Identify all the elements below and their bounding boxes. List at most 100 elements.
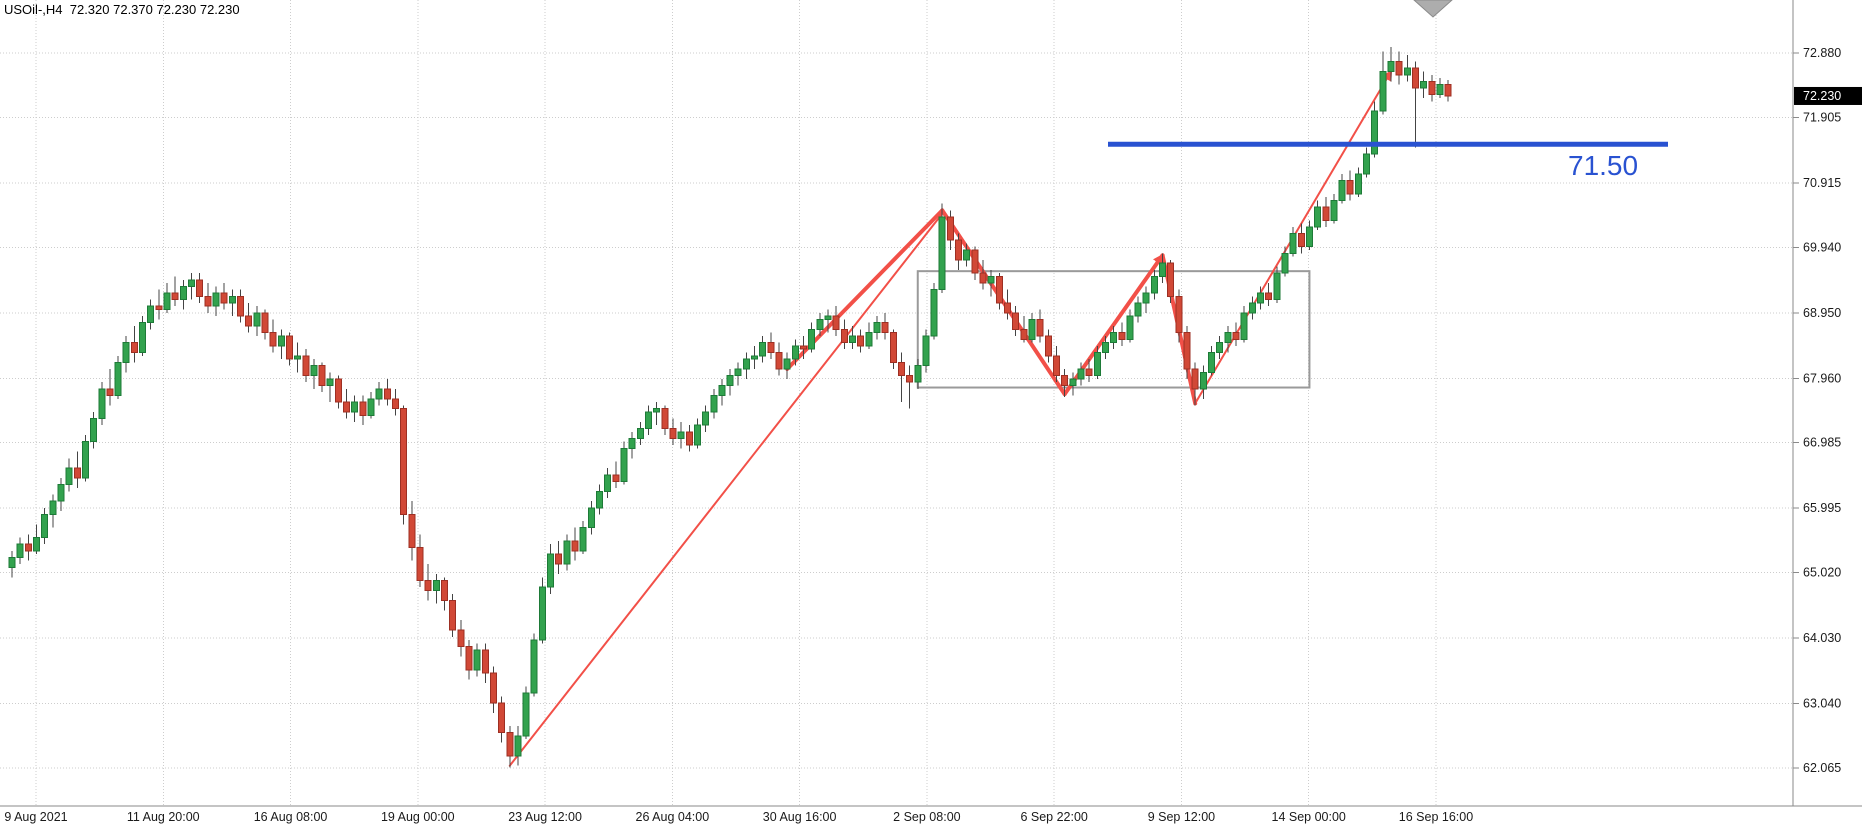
time-axis-label: 26 Aug 04:00 xyxy=(636,810,710,824)
candle xyxy=(1273,266,1281,303)
candle xyxy=(114,355,122,399)
candle xyxy=(767,332,775,360)
candles-layer xyxy=(8,47,1452,768)
candle xyxy=(914,359,922,389)
candle xyxy=(1363,147,1371,178)
candle xyxy=(759,335,767,363)
candle xyxy=(1118,322,1126,346)
price-axis-label: 65.995 xyxy=(1803,501,1841,515)
price-axis-label: 65.020 xyxy=(1803,566,1841,580)
candle xyxy=(832,306,840,336)
candle xyxy=(889,329,897,370)
candle xyxy=(351,395,359,422)
candle xyxy=(220,283,228,310)
candle xyxy=(253,306,261,336)
time-axis-label: 2 Sep 08:00 xyxy=(893,810,960,824)
candle xyxy=(979,259,987,290)
candle xyxy=(808,322,816,353)
candle xyxy=(465,640,473,680)
candle xyxy=(1150,269,1158,300)
candle xyxy=(563,534,571,571)
candle xyxy=(1322,197,1330,227)
candle xyxy=(783,352,791,379)
candle xyxy=(596,484,604,515)
candle xyxy=(334,375,342,409)
candle xyxy=(1248,296,1256,320)
candle xyxy=(710,388,718,419)
axes xyxy=(0,0,1862,807)
candle xyxy=(1224,326,1232,353)
consolidation-box[interactable] xyxy=(916,270,1311,389)
time-axis-label: 9 Aug 2021 xyxy=(4,810,67,824)
candle xyxy=(400,405,408,525)
candle xyxy=(530,633,538,697)
candle xyxy=(906,365,914,409)
candle xyxy=(1403,54,1411,82)
price-axis-label: 72.880 xyxy=(1803,46,1841,60)
candle xyxy=(661,405,669,436)
candle xyxy=(1093,345,1101,379)
candle xyxy=(1305,220,1313,251)
candle xyxy=(106,369,114,406)
candle xyxy=(24,534,32,561)
candle xyxy=(1281,246,1289,277)
candle xyxy=(1297,223,1305,254)
time-axis-label: 16 Sep 16:00 xyxy=(1399,810,1473,824)
candle xyxy=(791,339,799,366)
candle xyxy=(179,279,187,310)
candle xyxy=(506,726,514,768)
wave-annotation[interactable] xyxy=(508,69,1393,767)
candle xyxy=(1142,286,1150,313)
candle xyxy=(432,573,440,604)
price-level-label: 71.50 xyxy=(1568,150,1639,181)
candle xyxy=(653,402,661,426)
candle xyxy=(32,524,40,555)
candle xyxy=(440,577,448,611)
candle xyxy=(775,342,783,376)
candle xyxy=(359,395,367,426)
candle xyxy=(473,643,481,677)
candle xyxy=(1232,322,1240,346)
candle xyxy=(685,425,693,452)
candle xyxy=(1208,345,1216,376)
candle xyxy=(1052,345,1060,383)
candle xyxy=(1159,253,1167,284)
time-axis-label: 30 Aug 16:00 xyxy=(763,810,837,824)
candle xyxy=(677,421,685,449)
candle xyxy=(481,643,489,684)
candle xyxy=(285,332,293,366)
time-axis-label: 23 Aug 12:00 xyxy=(508,810,582,824)
candle xyxy=(848,326,856,350)
candle xyxy=(1428,74,1436,102)
time-axis-label: 11 Aug 20:00 xyxy=(127,810,200,824)
candle xyxy=(955,233,963,270)
candle xyxy=(424,564,432,601)
candle xyxy=(840,319,848,350)
candle xyxy=(751,345,759,370)
candle xyxy=(1395,51,1403,85)
candle xyxy=(392,388,400,416)
time-axis[interactable]: 9 Aug 2021 11 Aug 20:00 16 Aug 08:00 19 Aug… xyxy=(4,810,1473,824)
candle xyxy=(457,620,465,657)
candle xyxy=(1420,71,1428,98)
candle xyxy=(277,329,285,360)
candle xyxy=(1346,170,1354,201)
candle xyxy=(636,421,644,446)
candle xyxy=(1012,306,1020,336)
time-axis-label: 16 Aug 08:00 xyxy=(254,810,328,824)
candle xyxy=(1126,309,1134,343)
candle xyxy=(326,372,334,403)
candle xyxy=(147,299,155,330)
candle xyxy=(1044,329,1052,363)
price-axis[interactable]: 72.880 71.905 70.915 69.940 68.950 67.960 66.9… xyxy=(1793,46,1841,775)
time-axis-label: 14 Sep 00:00 xyxy=(1272,810,1346,824)
candle xyxy=(1371,101,1379,158)
candle xyxy=(571,527,579,561)
candle xyxy=(1183,326,1191,379)
candle xyxy=(1077,362,1085,386)
gray-triangle-marker[interactable] xyxy=(1413,0,1453,18)
candle xyxy=(1289,226,1297,257)
price-axis-label: 71.905 xyxy=(1803,110,1841,124)
candle xyxy=(873,316,881,340)
